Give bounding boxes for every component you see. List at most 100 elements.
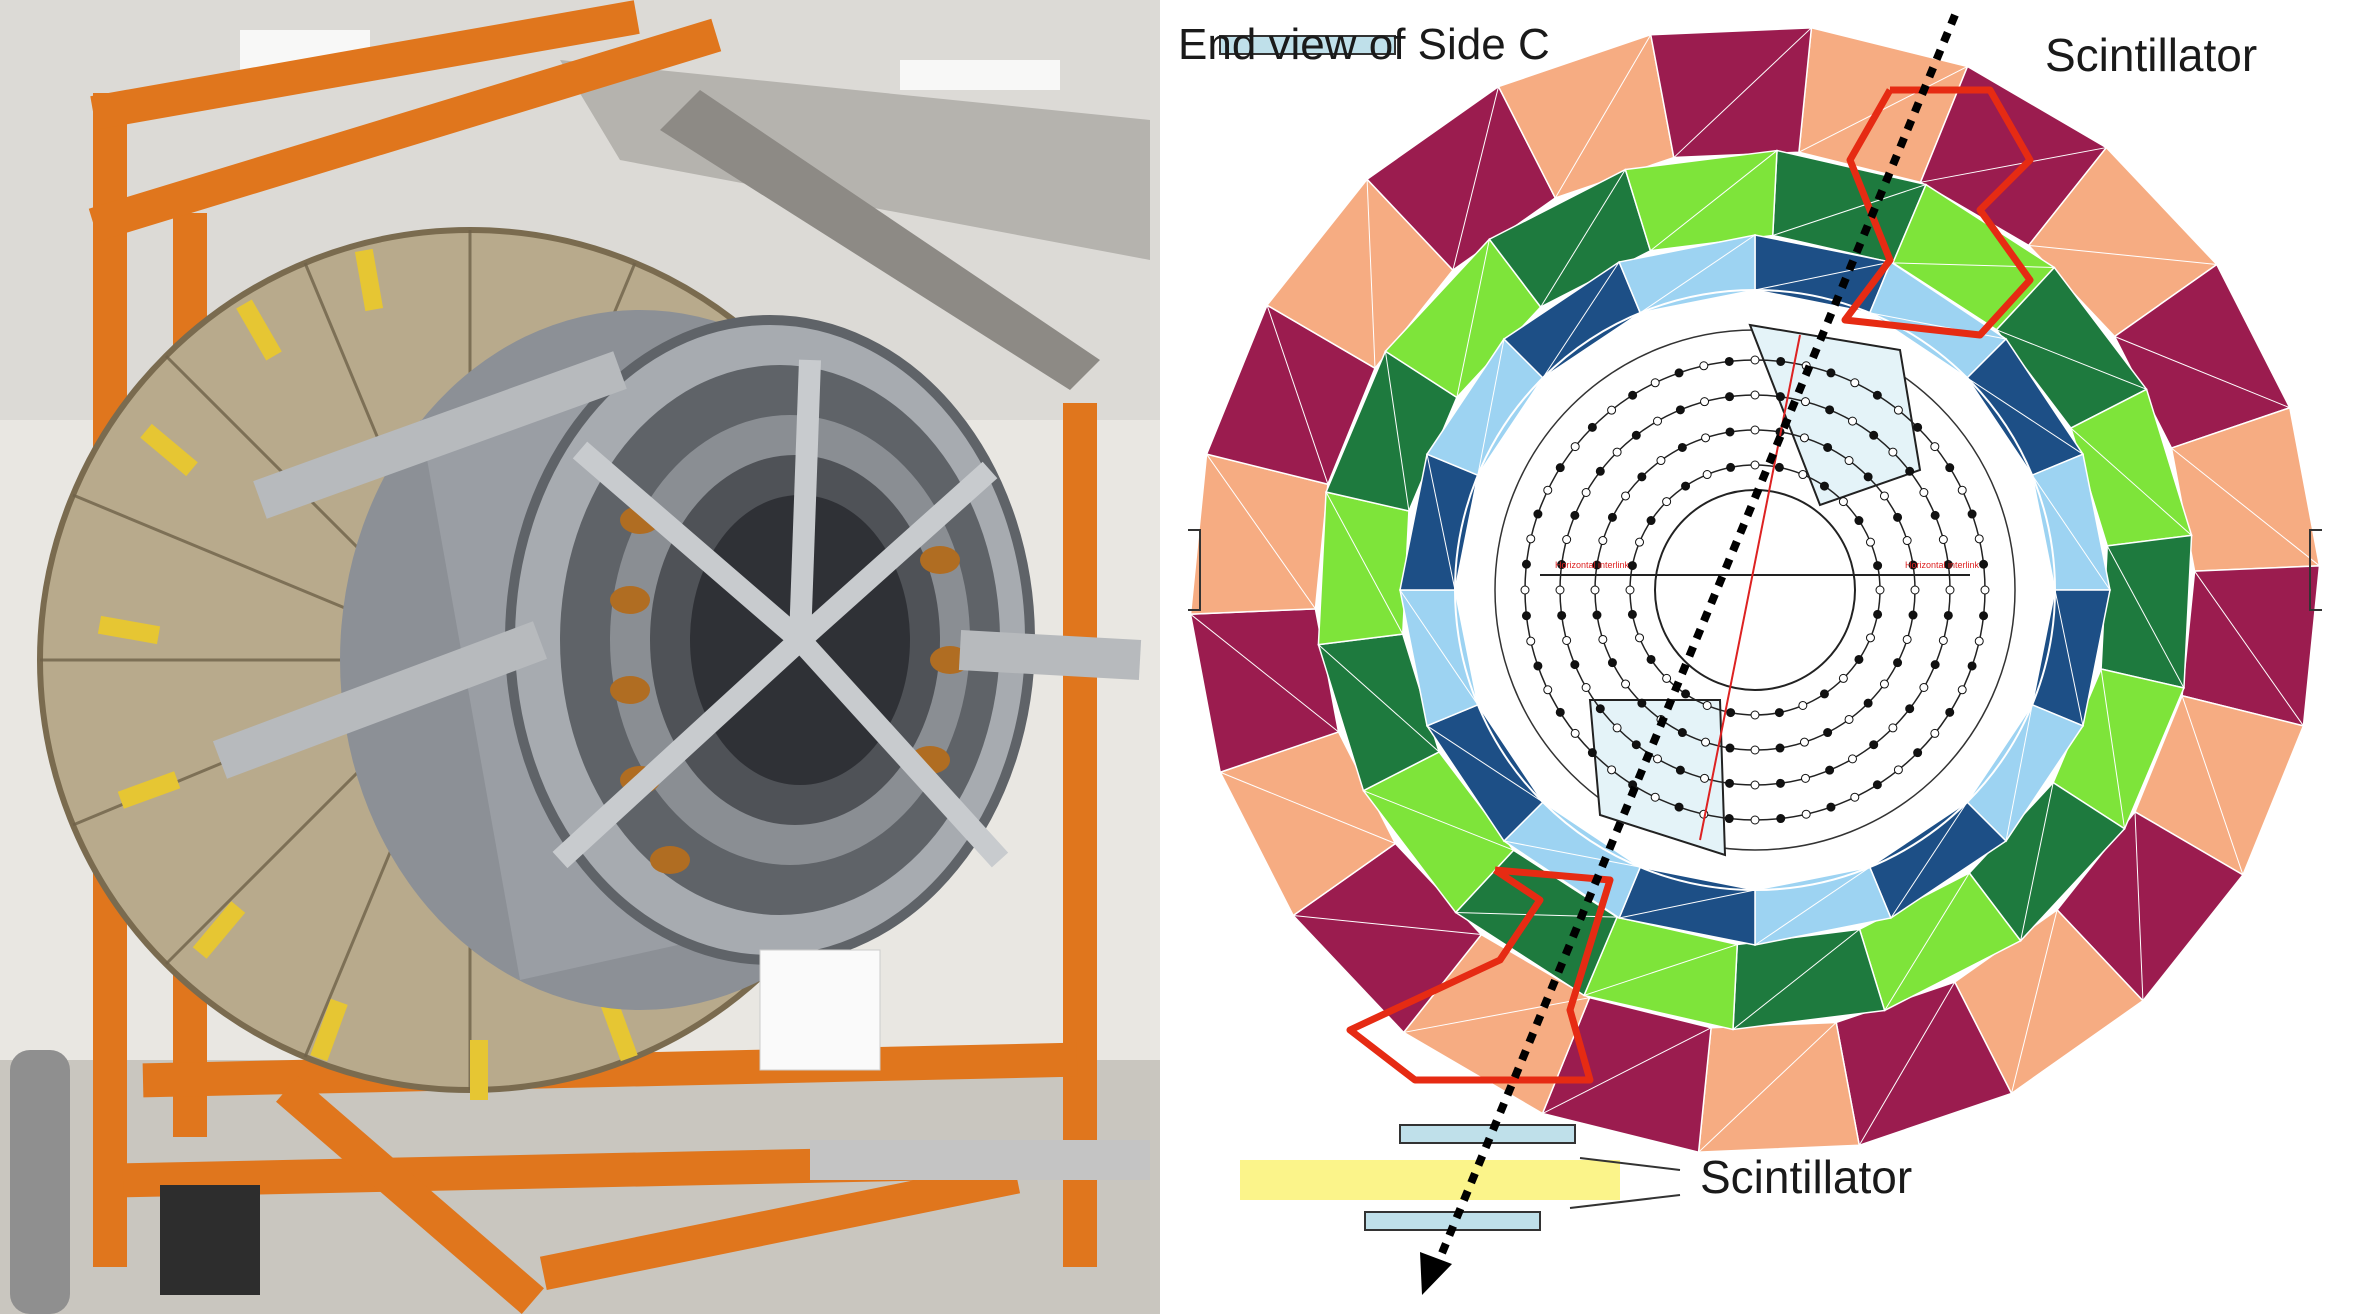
- channel-dot: [1725, 778, 1735, 788]
- scintillator-top-label: Scintillator: [2045, 29, 2258, 81]
- channel-dot: [1879, 491, 1889, 501]
- channel-dot: [1557, 560, 1567, 570]
- channel-dot: [1913, 422, 1923, 432]
- outer-ring-diagonal: [1206, 453, 1316, 610]
- outer-ring-diagonal: [1220, 771, 1396, 844]
- channel-dot: [1893, 765, 1903, 775]
- outer-ring-diagonal: [1858, 981, 1956, 1146]
- channel-dot: [1819, 481, 1829, 491]
- channel-dot: [1850, 378, 1860, 388]
- channel-dot: [1520, 585, 1530, 595]
- channel-dot: [1521, 611, 1531, 621]
- right-bracket: [2309, 529, 2322, 611]
- green-ring-diagonal: [1892, 262, 2055, 268]
- blue-ring-diagonal: [2031, 474, 2111, 591]
- channel-dot: [1823, 728, 1833, 738]
- channel-dot: [1701, 737, 1711, 747]
- channel-dot: [1724, 814, 1734, 824]
- channel-dot: [1910, 585, 1920, 595]
- channel-dot: [1819, 689, 1829, 699]
- channel-dot: [1677, 442, 1687, 452]
- green-ring-diagonal: [2070, 427, 2192, 536]
- channel-dot: [1872, 390, 1882, 400]
- channel-dot: [1650, 792, 1660, 802]
- channel-dot: [1562, 635, 1572, 645]
- channel-dot: [1938, 535, 1948, 545]
- scintillator-top: [1219, 35, 1396, 55]
- channel-dot: [1526, 636, 1536, 646]
- channel-dot: [1674, 802, 1684, 812]
- channel-dot: [1902, 634, 1912, 644]
- channel-dot: [1750, 390, 1760, 400]
- outer-ring-segment: [1649, 27, 1813, 159]
- green-ring-diagonal: [1456, 239, 1490, 398]
- green-ring-diagonal: [1325, 491, 1404, 635]
- ring-separator: [1454, 289, 2056, 891]
- channel-dot: [1913, 748, 1923, 758]
- channel-dot: [1631, 430, 1641, 440]
- channel-dot: [1838, 497, 1848, 507]
- outer-ring-diagonal: [1452, 86, 1500, 271]
- outer-ring-diagonal: [1266, 304, 1329, 485]
- channel-dot: [1974, 534, 1984, 544]
- channel-dot: [1750, 425, 1760, 435]
- channel-dot: [1526, 534, 1536, 544]
- channel-dot: [1872, 780, 1882, 790]
- channel-dot: [1653, 416, 1662, 426]
- channel-dot: [1919, 683, 1929, 692]
- channel-dot: [1592, 560, 1602, 570]
- blue-ring-diagonal: [1542, 261, 1620, 379]
- green-ring-diagonal: [1318, 644, 1440, 753]
- channel-dot: [1662, 497, 1672, 507]
- channel-dot: [1967, 509, 1977, 519]
- channel-dot: [1775, 392, 1785, 402]
- blue-ring-segments: [1399, 234, 2111, 946]
- channel-dot: [1701, 433, 1711, 443]
- channel-dot: [1865, 537, 1875, 547]
- green-ring-diagonal: [1884, 872, 1970, 1011]
- channel-dot: [1888, 723, 1898, 733]
- outer-ring-segments: [1189, 26, 2321, 1154]
- channel-dot: [1799, 433, 1809, 443]
- channel-dot: [1595, 466, 1605, 476]
- channel-dot: [1873, 609, 1883, 619]
- channel-dot: [1681, 689, 1691, 699]
- channel-dot: [1570, 442, 1580, 452]
- channel-dot: [1656, 456, 1666, 466]
- green-ring-segment: [2100, 534, 2193, 689]
- green-ring-diagonal: [1540, 169, 1626, 308]
- channel-dot: [1945, 707, 1955, 717]
- channel-dot: [1865, 633, 1875, 643]
- green-ring-diagonal: [1363, 790, 1514, 851]
- channel-dot: [1775, 743, 1785, 753]
- channel-dot: [1543, 685, 1553, 695]
- channel-dot: [1888, 447, 1898, 457]
- channel-dot: [1607, 658, 1617, 668]
- green-ring-segments: [1317, 149, 2193, 1031]
- channel-dot: [1607, 405, 1617, 415]
- channel-dot: [1681, 481, 1691, 491]
- channel-dot: [1592, 610, 1602, 620]
- channel-dot: [1863, 472, 1873, 482]
- channel-dot: [1725, 743, 1735, 753]
- channel-dot: [1627, 561, 1637, 571]
- channel-dot: [1774, 708, 1784, 718]
- channel-dot: [1590, 585, 1600, 595]
- channel-dot: [1631, 740, 1641, 750]
- green-ring-diagonal: [1455, 912, 1618, 918]
- end-view-diagram: Horizontal interlink Horizontal interlin…: [1160, 0, 2365, 1314]
- outer-ring-diagonal: [1554, 34, 1652, 199]
- blue-ring-diagonal: [2054, 589, 2084, 726]
- channel-dot: [1700, 773, 1710, 783]
- channel-dot: [1699, 361, 1709, 371]
- channel-dot: [1957, 485, 1967, 495]
- channel-dot: [1675, 405, 1685, 415]
- channel-dot: [1750, 745, 1760, 755]
- channel-dot: [1581, 488, 1591, 497]
- channel-dot: [1621, 491, 1631, 501]
- channel-dot: [1725, 427, 1735, 437]
- bottom-hit-outline: [1346, 866, 1614, 1084]
- channel-dot: [1674, 368, 1684, 378]
- blue-ring-diagonal: [2005, 704, 2033, 842]
- outer-ring-diagonal: [1190, 613, 1339, 733]
